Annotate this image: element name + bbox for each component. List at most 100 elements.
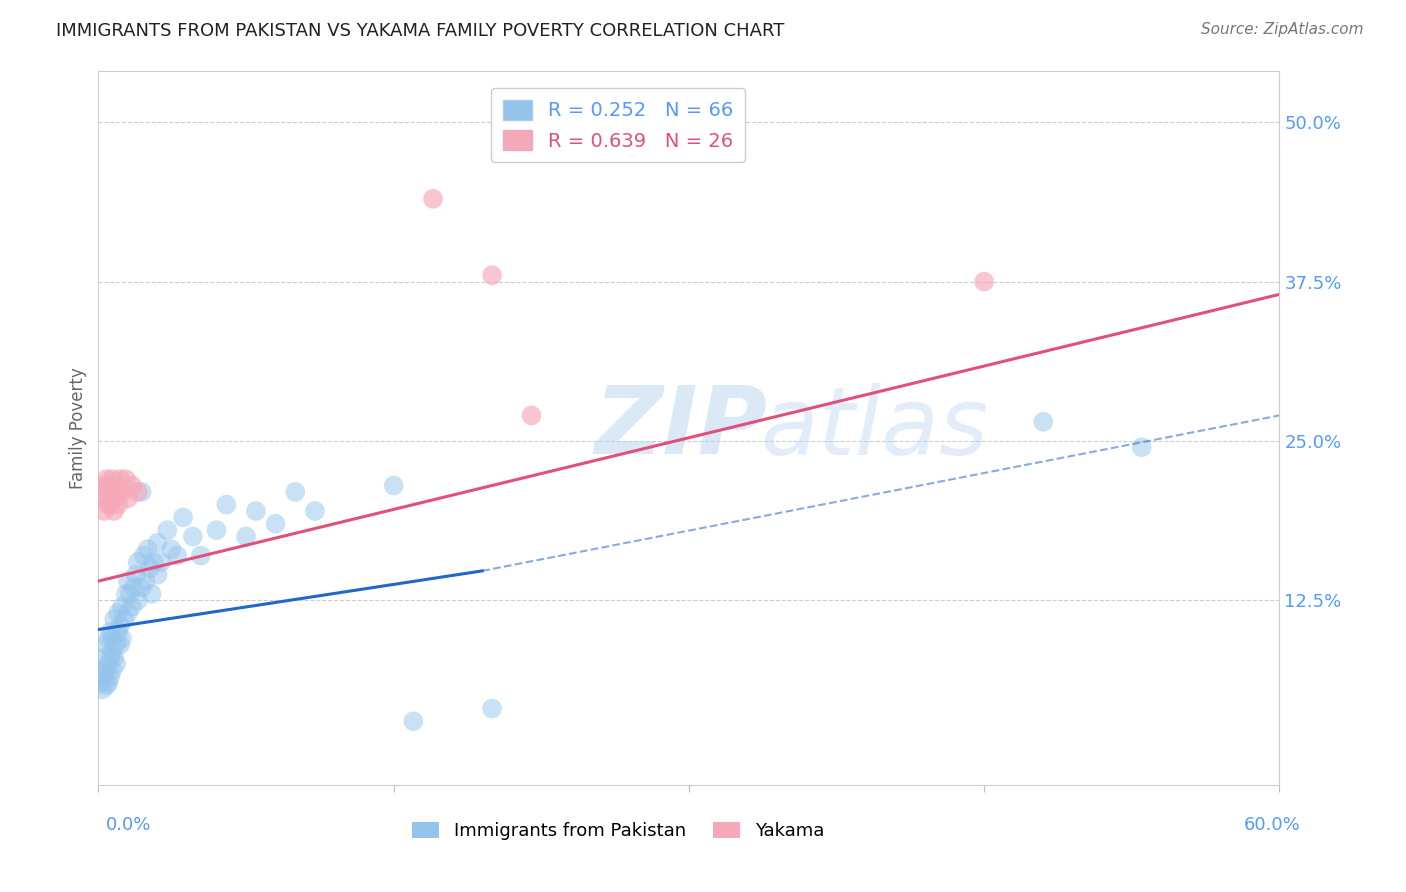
Y-axis label: Family Poverty: Family Poverty bbox=[69, 368, 87, 489]
Point bbox=[115, 587, 138, 601]
Point bbox=[98, 498, 121, 512]
Point bbox=[105, 638, 128, 652]
Point bbox=[112, 612, 135, 626]
Point bbox=[520, 409, 543, 423]
Text: atlas: atlas bbox=[759, 383, 988, 474]
Text: IMMIGRANTS FROM PAKISTAN VS YAKAMA FAMILY POVERTY CORRELATION CHART: IMMIGRANTS FROM PAKISTAN VS YAKAMA FAMIL… bbox=[56, 22, 785, 40]
Point bbox=[121, 599, 143, 614]
Point bbox=[105, 657, 128, 671]
Point bbox=[115, 472, 138, 486]
Point bbox=[108, 638, 131, 652]
Text: 0.0%: 0.0% bbox=[105, 816, 150, 834]
Point bbox=[96, 638, 118, 652]
Point bbox=[481, 268, 503, 283]
Point bbox=[245, 504, 267, 518]
Point bbox=[181, 529, 204, 543]
Point bbox=[91, 484, 114, 499]
Text: Source: ZipAtlas.com: Source: ZipAtlas.com bbox=[1201, 22, 1364, 37]
Point bbox=[97, 676, 120, 690]
Point bbox=[150, 555, 173, 569]
Point bbox=[97, 478, 120, 492]
Point bbox=[107, 498, 129, 512]
Point bbox=[122, 581, 145, 595]
Point bbox=[382, 478, 405, 492]
Point bbox=[117, 606, 139, 620]
Point bbox=[156, 523, 179, 537]
Point bbox=[111, 484, 134, 499]
Point bbox=[172, 510, 194, 524]
Point bbox=[141, 587, 163, 601]
Point bbox=[98, 484, 121, 499]
Point bbox=[125, 567, 148, 582]
Point bbox=[101, 484, 124, 499]
Point bbox=[121, 478, 143, 492]
Point bbox=[127, 555, 149, 569]
Point bbox=[97, 632, 120, 646]
Point bbox=[205, 523, 228, 537]
Point bbox=[98, 650, 121, 665]
Point bbox=[1032, 415, 1054, 429]
Point bbox=[93, 478, 115, 492]
Point bbox=[103, 504, 125, 518]
Point bbox=[138, 561, 160, 575]
Point bbox=[131, 484, 153, 499]
Point bbox=[93, 650, 115, 665]
Point bbox=[1130, 440, 1153, 454]
Point bbox=[97, 657, 120, 671]
Point bbox=[131, 581, 153, 595]
Point bbox=[146, 567, 169, 582]
Point bbox=[101, 663, 124, 677]
Point bbox=[135, 574, 157, 588]
Point bbox=[235, 529, 257, 543]
Point bbox=[96, 663, 118, 677]
Point bbox=[190, 549, 212, 563]
Point bbox=[264, 516, 287, 531]
Point bbox=[284, 484, 307, 499]
Point bbox=[117, 574, 139, 588]
Point bbox=[91, 682, 114, 697]
Point bbox=[136, 542, 159, 557]
Point bbox=[103, 612, 125, 626]
Point bbox=[97, 498, 120, 512]
Point bbox=[111, 632, 134, 646]
Point bbox=[111, 599, 134, 614]
Point bbox=[101, 632, 124, 646]
Point bbox=[127, 593, 149, 607]
Point bbox=[166, 549, 188, 563]
Point bbox=[103, 650, 125, 665]
Point bbox=[117, 491, 139, 506]
Point bbox=[93, 504, 115, 518]
Point bbox=[422, 192, 444, 206]
Point bbox=[132, 549, 155, 563]
Point bbox=[98, 625, 121, 640]
Point bbox=[304, 504, 326, 518]
Point bbox=[160, 542, 183, 557]
Point bbox=[93, 670, 115, 684]
Point bbox=[103, 491, 125, 506]
Point bbox=[96, 491, 118, 506]
Point bbox=[118, 587, 141, 601]
Point bbox=[107, 606, 129, 620]
Point bbox=[146, 536, 169, 550]
Legend: Immigrants from Pakistan, Yakama: Immigrants from Pakistan, Yakama bbox=[405, 814, 831, 847]
Point bbox=[108, 618, 131, 632]
Point bbox=[973, 275, 995, 289]
Point bbox=[127, 484, 149, 499]
Point bbox=[481, 701, 503, 715]
Point bbox=[91, 663, 114, 677]
Point bbox=[105, 478, 128, 492]
Point bbox=[107, 625, 129, 640]
Point bbox=[98, 670, 121, 684]
Point bbox=[101, 472, 124, 486]
Text: ZIP: ZIP bbox=[595, 382, 768, 475]
Point bbox=[96, 472, 118, 486]
Point bbox=[96, 679, 118, 693]
Point bbox=[142, 555, 165, 569]
Point bbox=[215, 498, 238, 512]
Point bbox=[89, 676, 111, 690]
Point bbox=[107, 484, 129, 499]
Point bbox=[101, 644, 124, 658]
Point bbox=[402, 714, 425, 729]
Text: 60.0%: 60.0% bbox=[1244, 816, 1301, 834]
Point bbox=[108, 472, 131, 486]
